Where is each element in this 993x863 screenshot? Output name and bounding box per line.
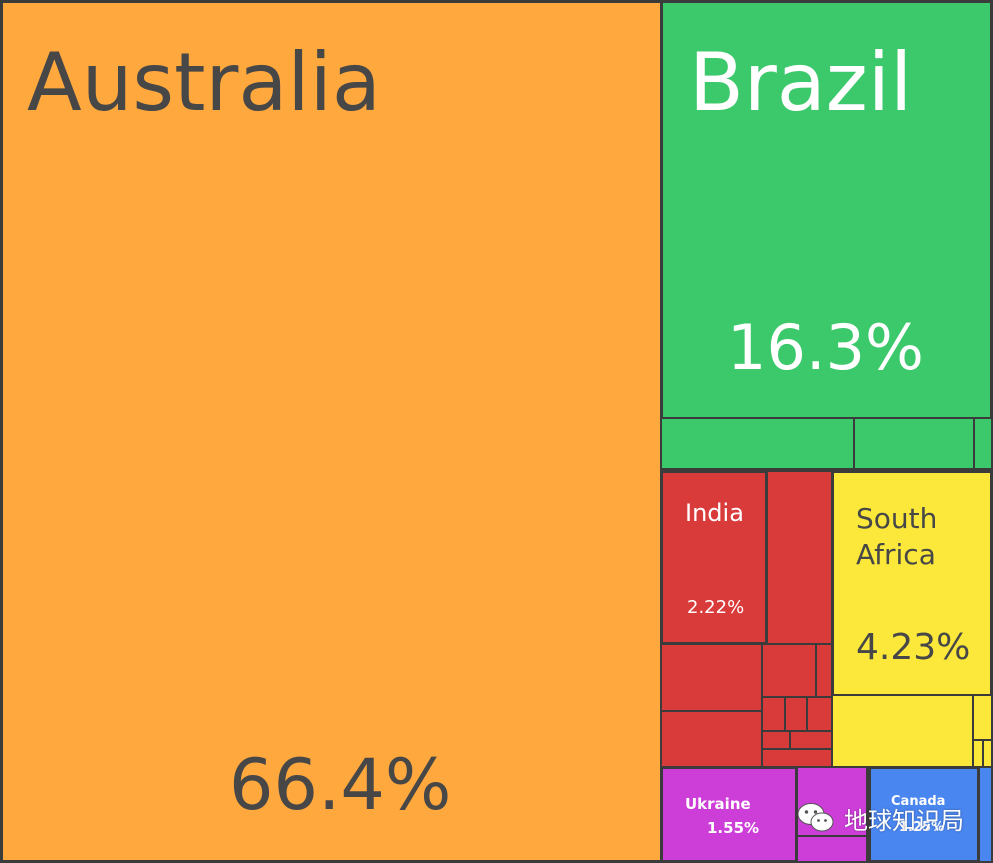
tile-india-minor bbox=[806, 696, 833, 732]
tile-india-minor bbox=[761, 643, 817, 698]
tile-label-south-africa: South Africa bbox=[856, 502, 938, 572]
tile-canada: Canada 1.25% bbox=[868, 766, 980, 863]
tile-ukraine-minor bbox=[796, 835, 868, 863]
tile-ukraine: Ukraine 1.55% bbox=[660, 766, 798, 863]
tile-canada-minor bbox=[978, 766, 993, 863]
tile-south-africa: South Africa 4.23% bbox=[831, 470, 993, 697]
tile-label-ukraine: Ukraine bbox=[685, 795, 751, 813]
tile-value-canada: 1.25% bbox=[899, 820, 945, 835]
tile-value-south-africa: 4.23% bbox=[856, 627, 971, 668]
tile-value-ukraine: 1.55% bbox=[707, 819, 760, 837]
tile-brazil-minor bbox=[853, 417, 976, 470]
tile-value-india: 2.22% bbox=[687, 597, 745, 618]
tile-australia: Australia 66.4% bbox=[0, 0, 663, 863]
tile-south-africa-minor bbox=[972, 694, 993, 741]
tile-india: India 2.22% bbox=[660, 470, 768, 645]
tile-value-australia: 66.4% bbox=[229, 744, 452, 826]
tile-value-brazil: 16.3% bbox=[727, 311, 924, 384]
tile-brazil: Brazil 16.3% bbox=[660, 0, 993, 420]
tile-label-australia: Australia bbox=[27, 36, 381, 129]
tile-south-africa-minor bbox=[982, 739, 993, 769]
watermark-text: 地球知识局 bbox=[844, 806, 964, 835]
tile-brazil-minor bbox=[660, 417, 856, 470]
watermark: 地球知识局 bbox=[796, 800, 964, 836]
tile-brazil-minor bbox=[973, 417, 993, 470]
tile-label-canada: Canada bbox=[891, 794, 946, 809]
tile-india-minor bbox=[784, 696, 808, 732]
tile-label-india: India bbox=[685, 499, 744, 527]
tile-india-minor bbox=[660, 710, 763, 769]
tile-india-minor bbox=[761, 696, 786, 732]
tile-india-minor bbox=[761, 730, 791, 750]
tile-india-minor bbox=[660, 643, 763, 713]
wechat-icon bbox=[797, 803, 834, 832]
tile-label-brazil: Brazil bbox=[689, 36, 913, 129]
tile-india-minor bbox=[766, 470, 833, 645]
tile-india-minor bbox=[789, 730, 833, 750]
tile-south-africa-minor bbox=[831, 694, 974, 769]
